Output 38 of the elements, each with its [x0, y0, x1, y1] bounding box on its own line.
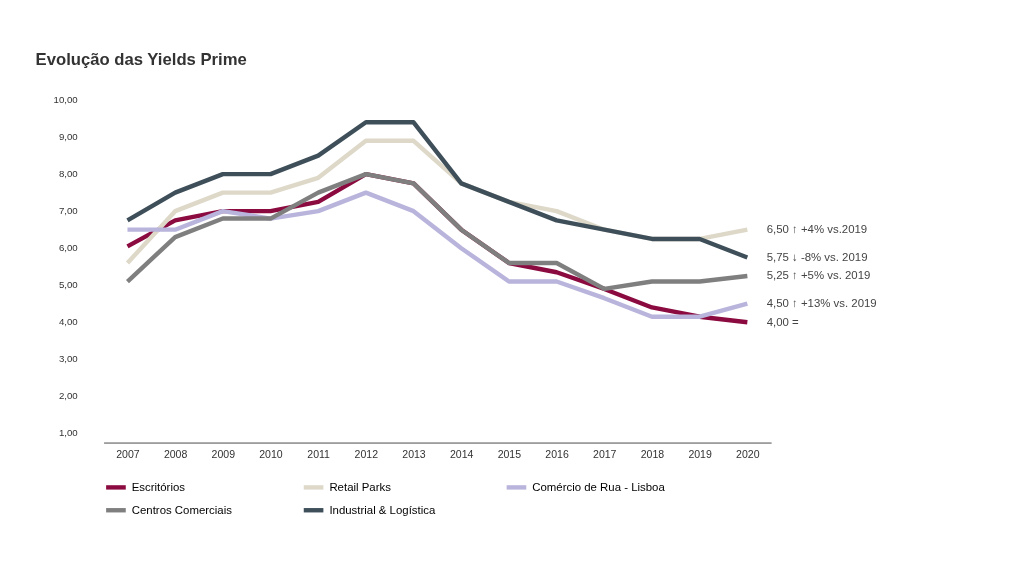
line-series — [125, 120, 750, 260]
x-tick-label: 2011 — [307, 447, 331, 460]
annotation: 5,25 ↑ +5% vs. 2019 — [766, 269, 871, 282]
legend-label: Centros Comerciais — [131, 503, 233, 516]
chart-title: Evolução das Yields Prime — [35, 49, 247, 69]
x-tick-label: 2019 — [688, 447, 712, 460]
x-tick-label: 2016 — [545, 447, 569, 460]
annotation: 5,75 ↓ -8% vs. 2019 — [766, 250, 868, 263]
y-tick-label: 8,00 — [58, 168, 78, 180]
x-tick-label: 2012 — [354, 447, 379, 460]
x-tick-label: 2010 — [259, 447, 283, 460]
y-tick-label: 4,00 — [58, 316, 78, 328]
annotation: 4,50 ↑ +13% vs. 2019 — [766, 297, 877, 310]
line-series — [125, 171, 750, 292]
x-tick-label: 2014 — [449, 447, 474, 460]
annotation: 4,00 = — [766, 315, 800, 328]
x-tick-label: 2018 — [640, 447, 665, 460]
y-tick-label: 10,00 — [53, 94, 78, 106]
y-tick-label: 3,00 — [58, 353, 78, 365]
x-tick-label: 2007 — [116, 447, 140, 460]
legend-label: Comércio de Rua - Lisboa — [532, 480, 666, 493]
legend-label: Escritórios — [131, 480, 186, 493]
y-tick-label: 5,00 — [58, 279, 78, 291]
annotation: 6,50 ↑ +4% vs.2019 — [766, 223, 868, 236]
y-tick-label: 2,00 — [58, 390, 78, 402]
y-tick-label: 9,00 — [58, 131, 78, 143]
x-tick-label: 2015 — [497, 447, 522, 460]
y-tick-label: 1,00 — [58, 427, 78, 439]
x-tick-label: 2008 — [163, 447, 188, 460]
line-series — [125, 190, 750, 319]
legend-label: Retail Parks — [329, 480, 392, 493]
x-tick-label: 2017 — [593, 447, 617, 460]
y-tick-label: 6,00 — [58, 242, 78, 254]
y-tick-label: 7,00 — [58, 205, 78, 217]
x-tick-label: 2009 — [211, 447, 236, 460]
legend-label: Industrial & Logística — [329, 503, 436, 516]
x-tick-label: 2013 — [402, 447, 426, 460]
x-tick-label: 2020 — [736, 447, 760, 460]
